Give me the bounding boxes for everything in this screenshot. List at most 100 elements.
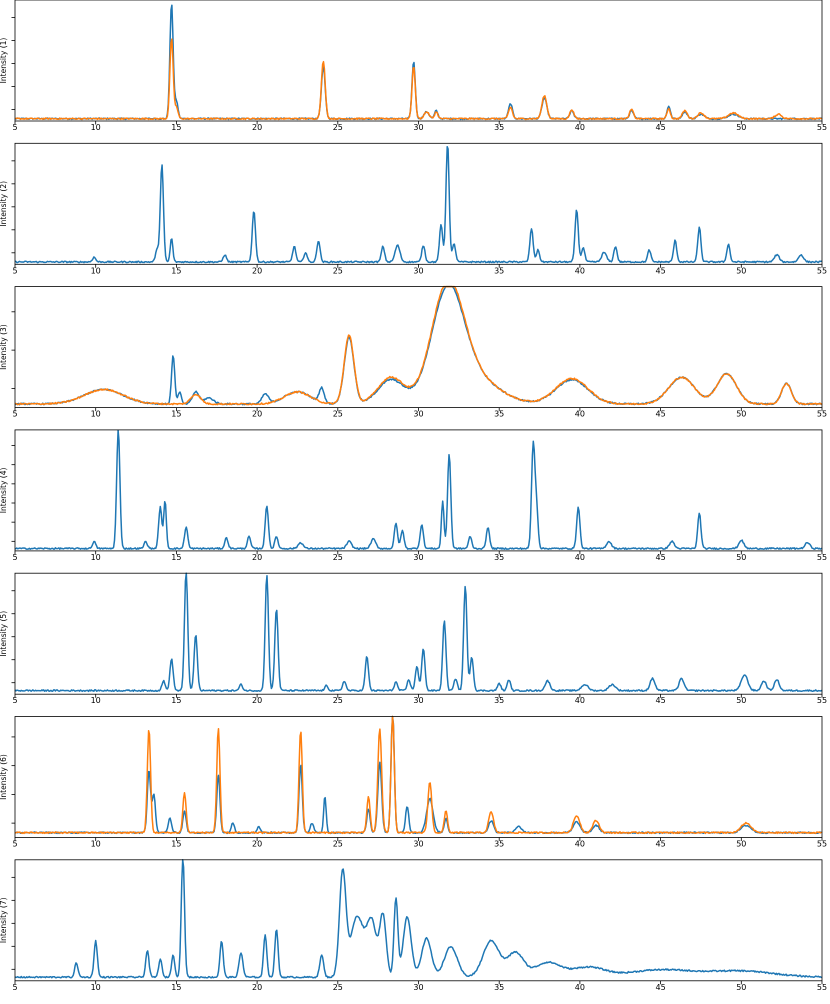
y-axis-label: Intensity (6) [0, 754, 8, 800]
x-tick-label: 20 [252, 696, 262, 705]
x-tick-label: 30 [413, 553, 423, 562]
series-line-6-2 [14, 715, 823, 835]
x-tick-label: 50 [736, 410, 746, 419]
x-tick-label: 25 [333, 840, 343, 849]
x-tick-label: 5 [12, 696, 17, 705]
x-tick-label: 10 [91, 123, 101, 132]
series-line-2-1 [14, 145, 822, 264]
panel-6: 5 10 15 20 25 30 35 40 45 50 55 Intensity (6) [0, 715, 827, 849]
x-tick-label: 20 [252, 983, 262, 992]
x-tick-label: 40 [575, 123, 585, 132]
panel-4: 5 10 15 20 25 30 35 40 45 50 55 Intensity (4) [0, 429, 827, 562]
x-tick-label: 30 [413, 266, 423, 275]
x-tick-label: 20 [252, 840, 262, 849]
x-tick-label: 5 [12, 983, 17, 992]
x-tick-label: 5 [12, 123, 17, 132]
x-tick-label: 10 [91, 410, 101, 419]
x-tick-label: 50 [736, 840, 746, 849]
x-tick-label: 45 [656, 696, 666, 705]
x-tick-label: 30 [413, 410, 423, 419]
y-axis-label: Intensity (1) [0, 38, 8, 84]
x-tick-label: 40 [575, 696, 585, 705]
x-tick-label: 15 [171, 266, 181, 275]
x-tick-label: 10 [91, 983, 101, 992]
x-tick-label: 45 [656, 410, 666, 419]
x-tick-label: 50 [736, 266, 746, 275]
plot-frame [14, 286, 823, 409]
x-tick-label: 30 [413, 840, 423, 849]
plot-frame [14, 716, 823, 838]
x-tick-label: 25 [333, 696, 343, 705]
x-tick-label: 20 [252, 553, 262, 562]
series-line-6-1 [14, 715, 823, 835]
x-tick-label: 50 [736, 553, 746, 562]
x-tick-label: 5 [12, 553, 17, 562]
x-tick-label: 35 [494, 123, 504, 132]
series-line-1-2 [14, 38, 823, 121]
x-tick-label: 10 [91, 553, 101, 562]
x-tick-label: 30 [413, 696, 423, 705]
x-tick-label: 40 [575, 983, 585, 992]
x-tick-label: 55 [817, 266, 827, 275]
x-tick-label: 45 [656, 840, 666, 849]
x-tick-label: 20 [252, 410, 262, 419]
series-line-7-1 [14, 859, 823, 979]
x-tick-label: 15 [171, 840, 181, 849]
x-tick-label: 25 [333, 983, 343, 992]
x-tick-label: 55 [817, 123, 827, 132]
x-tick-label: 15 [171, 553, 181, 562]
y-axis-label: Intensity (2) [0, 181, 8, 227]
x-tick-label: 45 [656, 123, 666, 132]
x-tick-label: 10 [91, 840, 101, 849]
x-tick-label: 30 [413, 123, 423, 132]
y-axis-label: Intensity (5) [0, 611, 8, 657]
x-tick-label: 35 [494, 410, 504, 419]
x-tick-label: 10 [91, 266, 101, 275]
x-tick-label: 35 [494, 266, 504, 275]
x-tick-label: 35 [494, 553, 504, 562]
series-line-4-1 [15, 429, 823, 550]
series-line-1-1 [14, 4, 823, 121]
x-tick-label: 55 [817, 553, 827, 562]
plot-frame [14, 0, 823, 122]
x-tick-label: 25 [333, 553, 343, 562]
x-tick-label: 50 [736, 696, 746, 705]
x-tick-label: 40 [575, 266, 585, 275]
x-tick-label: 35 [494, 983, 504, 992]
x-tick-label: 40 [575, 553, 585, 562]
x-tick-label: 55 [817, 840, 827, 849]
panel-3: 5 10 15 20 25 30 35 40 45 50 55 Intensity (3) [0, 285, 827, 419]
x-tick-label: 5 [12, 266, 17, 275]
y-axis-label: Intensity (3) [0, 324, 8, 370]
x-tick-label: 10 [91, 696, 101, 705]
x-tick-label: 25 [333, 266, 343, 275]
y-axis-label: Intensity (4) [0, 468, 8, 514]
x-tick-label: 40 [575, 410, 585, 419]
x-tick-label: 20 [252, 123, 262, 132]
panel-7: 5 10 15 20 25 30 35 40 45 50 55 Intensity (7) [0, 859, 827, 992]
plot-frame [14, 859, 823, 982]
x-tick-label: 5 [12, 840, 17, 849]
x-tick-label: 45 [656, 266, 666, 275]
x-tick-label: 55 [817, 696, 827, 705]
x-tick-label: 30 [413, 983, 423, 992]
x-tick-label: 25 [333, 123, 343, 132]
x-tick-label: 55 [817, 410, 827, 419]
x-tick-label: 5 [12, 410, 17, 419]
panel-5: 5 10 15 20 25 30 35 40 45 50 55 Intensity (5) [0, 572, 827, 705]
y-axis-label: Intensity (7) [0, 897, 8, 943]
x-tick-label: 55 [817, 983, 827, 992]
panel-1: 5 10 15 20 25 30 35 40 45 50 55 Intensity (1) [0, 0, 827, 132]
series-line-5-1 [14, 572, 823, 693]
x-tick-label: 15 [171, 123, 181, 132]
panel-2: 5 10 15 20 25 30 35 40 45 50 55 Intensity (2) [0, 142, 827, 275]
x-tick-label: 40 [575, 840, 585, 849]
x-tick-label: 25 [333, 410, 343, 419]
x-tick-label: 35 [494, 840, 504, 849]
x-tick-label: 15 [171, 696, 181, 705]
x-tick-label: 20 [252, 266, 262, 275]
series-line-3-1 [14, 285, 823, 406]
x-tick-label: 35 [494, 696, 504, 705]
